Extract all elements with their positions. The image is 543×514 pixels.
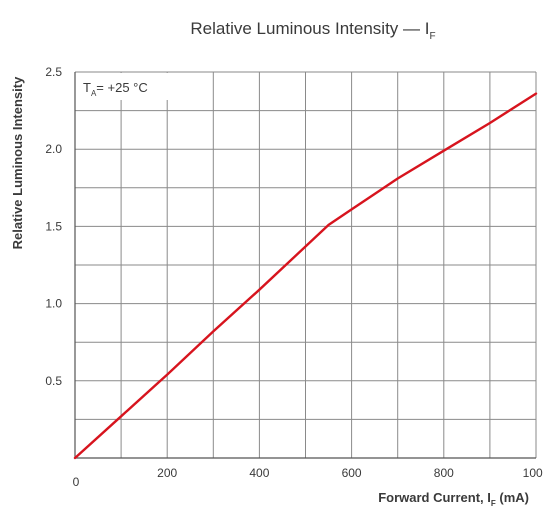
y-tick-label: 1.5: [45, 219, 62, 233]
axes: [74, 72, 536, 459]
x-tick-label: 1000: [523, 466, 543, 480]
y-tick-labels: 0.5 1.0 1.5 2.0 2.5: [45, 65, 62, 388]
x-tick-label: 200: [157, 466, 177, 480]
x-tick-label: 600: [342, 466, 362, 480]
x-tick-label: 0: [73, 475, 80, 489]
y-tick-label: 0.5: [45, 374, 62, 388]
x-tick-labels: 0 200 400 600 800 1000: [73, 466, 543, 489]
series-line: [73, 92, 538, 460]
y-axis-label: Relative Luminous Intensity: [10, 76, 25, 249]
grid-lines: [75, 71, 537, 458]
x-tick-label: 400: [249, 466, 269, 480]
y-tick-label: 2.0: [45, 142, 62, 156]
x-tick-label: 800: [434, 466, 454, 480]
series-layer: [73, 92, 538, 460]
temperature-annotation: TA= +25 °C: [83, 80, 148, 98]
annotation-box: [77, 73, 203, 100]
x-axis-label: Forward Current, IF (mA): [378, 490, 529, 508]
chart-title: Relative Luminous Intensity — IF: [190, 19, 435, 42]
y-tick-label: 2.5: [45, 65, 62, 79]
y-tick-label: 1.0: [45, 297, 62, 311]
